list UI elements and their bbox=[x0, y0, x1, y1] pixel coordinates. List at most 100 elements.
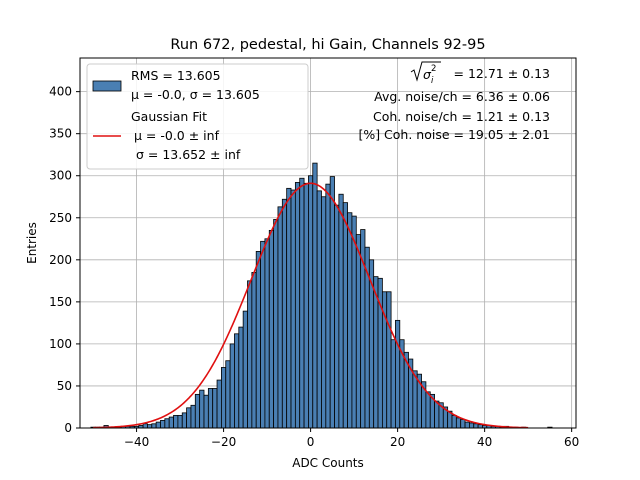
y-tick-label: 50 bbox=[57, 379, 72, 393]
histogram-bar bbox=[290, 189, 296, 429]
histogram-bar bbox=[255, 251, 261, 429]
histogram-bar bbox=[251, 272, 257, 429]
legend-box bbox=[86, 63, 309, 170]
histogram-bar bbox=[194, 393, 201, 429]
histogram-bar bbox=[238, 326, 244, 429]
legend-fit-line1: Gaussian Fit bbox=[131, 109, 207, 124]
histogram-bar bbox=[347, 212, 353, 429]
histogram-bar bbox=[477, 424, 483, 429]
grid-lines bbox=[80, 58, 576, 429]
sigma-sup: 2 bbox=[431, 64, 436, 74]
y-tick-label: 400 bbox=[49, 85, 72, 99]
x-tick-label: 40 bbox=[477, 435, 492, 449]
histogram-bar bbox=[203, 394, 209, 429]
histogram-bar bbox=[225, 360, 231, 429]
histogram-bar bbox=[294, 182, 301, 429]
histogram-bar bbox=[186, 407, 192, 429]
histogram-bar bbox=[425, 391, 431, 429]
legend: RMS = 13.605 μ = -0.0, σ = 13.605 Gaussi… bbox=[86, 63, 309, 170]
gaussian-fit-curve bbox=[93, 182, 529, 429]
y-tick-label: 100 bbox=[49, 337, 72, 351]
histogram-bar bbox=[268, 229, 275, 429]
histogram-bar bbox=[207, 388, 214, 429]
histogram-bar bbox=[395, 319, 401, 429]
histogram-bar bbox=[221, 367, 227, 429]
sigma-sub: i bbox=[431, 76, 434, 86]
histogram-bar bbox=[473, 423, 479, 429]
histogram-bar bbox=[160, 420, 166, 429]
x-tick-label: 60 bbox=[564, 435, 579, 449]
x-axis-label: ADC Counts bbox=[292, 456, 364, 470]
histogram-bar bbox=[334, 204, 340, 429]
histogram-bar bbox=[181, 412, 187, 429]
histogram-bar bbox=[229, 343, 235, 429]
legend-hist-line1: RMS = 13.605 bbox=[131, 68, 221, 83]
noise-annotations: σ i 2 = 12.71 ± 0.13 Avg. noise/ch = 6.3… bbox=[358, 61, 550, 142]
histogram-bar bbox=[281, 198, 288, 429]
histogram-bar bbox=[286, 187, 292, 429]
histogram-bar bbox=[147, 424, 153, 429]
histogram-bar bbox=[212, 388, 218, 429]
legend-hist-line2: μ = -0.0, σ = 13.605 bbox=[131, 87, 260, 102]
histogram-bar bbox=[321, 196, 327, 429]
histogram-bar bbox=[173, 414, 179, 429]
histogram-bar bbox=[199, 389, 205, 429]
histogram-bar bbox=[299, 177, 305, 429]
sqrt-symbol bbox=[410, 61, 441, 82]
histogram-bar bbox=[355, 234, 362, 429]
avg-noise-text: Avg. noise/ch = 6.36 ± 0.06 bbox=[374, 89, 550, 104]
coh-noise-pct-text: [%] Coh. noise = 19.05 ± 2.01 bbox=[358, 127, 550, 142]
histogram-bar bbox=[151, 423, 157, 429]
y-axis-ticks: 0 50 100 150 200 250 300 350 400 bbox=[49, 85, 80, 435]
histogram-bar bbox=[273, 219, 279, 429]
histogram-bar bbox=[155, 421, 161, 429]
chart-title: Run 672, pedestal, hi Gain, Channels 92-… bbox=[170, 37, 485, 53]
x-tick-label: −40 bbox=[124, 435, 149, 449]
histogram-bar bbox=[164, 418, 170, 429]
sigma-symbol: σ bbox=[423, 67, 432, 82]
histogram-bar bbox=[277, 206, 283, 429]
histogram-bar bbox=[464, 421, 470, 429]
histogram-bar bbox=[168, 416, 174, 429]
histogram-bar bbox=[234, 333, 240, 429]
histogram-bar bbox=[216, 379, 222, 429]
histogram-bar bbox=[190, 404, 196, 429]
histogram-bar bbox=[386, 291, 392, 429]
x-tick-label: 0 bbox=[307, 435, 315, 449]
y-tick-label: 150 bbox=[49, 295, 72, 309]
y-axis-label: Entries bbox=[25, 222, 39, 264]
y-tick-label: 300 bbox=[49, 169, 72, 183]
coh-noise-text: Coh. noise/ch = 1.21 ± 0.13 bbox=[373, 109, 550, 124]
legend-histogram-swatch bbox=[92, 80, 122, 92]
sigma-annotation: σ i 2 = 12.71 ± 0.13 bbox=[410, 61, 550, 86]
legend-fit-line2: μ = -0.0 ± inf bbox=[134, 128, 220, 143]
histogram-bar bbox=[351, 215, 357, 429]
histogram-bar bbox=[247, 280, 253, 429]
x-tick-label: −20 bbox=[211, 435, 236, 449]
histogram-bar bbox=[455, 417, 462, 429]
y-tick-label: 350 bbox=[49, 127, 72, 141]
legend-fit-line3: σ = 13.652 ± inf bbox=[136, 147, 241, 162]
histogram-bar bbox=[325, 183, 331, 429]
plot-frame bbox=[79, 57, 577, 429]
histogram-bar bbox=[177, 414, 183, 429]
x-axis-ticks: −40 −20 0 20 40 60 bbox=[124, 428, 579, 449]
histogram-bar bbox=[434, 400, 440, 429]
histogram-bar bbox=[308, 175, 314, 429]
histogram-bar bbox=[242, 310, 248, 429]
histogram-bar bbox=[451, 414, 457, 429]
histogram-bar bbox=[264, 238, 270, 429]
histogram-bars bbox=[90, 162, 553, 429]
y-tick-label: 0 bbox=[64, 421, 72, 435]
y-tick-label: 250 bbox=[49, 211, 72, 225]
y-tick-label: 200 bbox=[49, 253, 72, 267]
histogram-bar bbox=[390, 339, 396, 429]
histogram-bar bbox=[329, 176, 335, 429]
histogram-bar bbox=[338, 193, 344, 429]
histogram-bar bbox=[342, 202, 348, 429]
x-tick-label: 20 bbox=[390, 435, 405, 449]
histogram-bar bbox=[460, 419, 466, 429]
histogram-bar bbox=[469, 422, 475, 429]
sigma-value: = 12.71 ± 0.13 bbox=[450, 66, 550, 81]
